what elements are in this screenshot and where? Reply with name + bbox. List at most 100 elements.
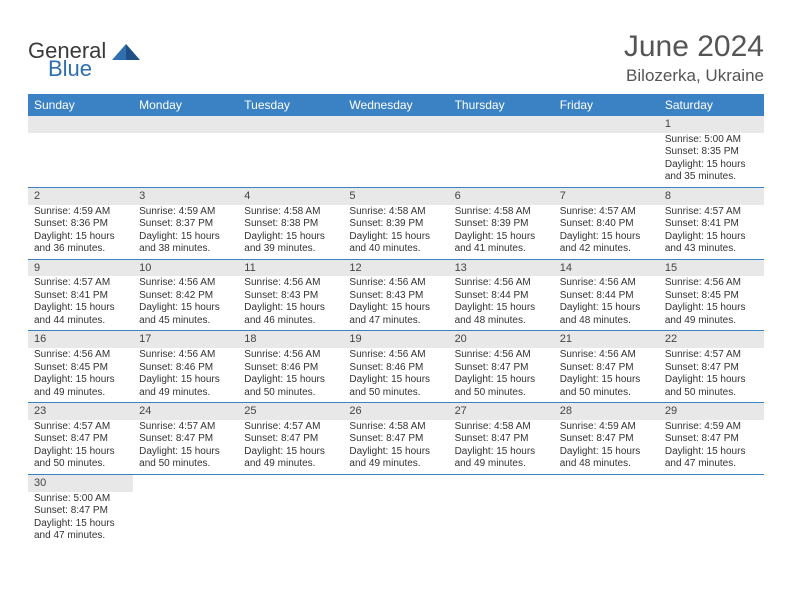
day-details: Sunrise: 4:56 AMSunset: 8:43 PMDaylight:… — [238, 276, 343, 331]
day-details — [133, 133, 238, 188]
day-number: 29 — [659, 403, 764, 420]
daylight-1: Daylight: 15 hours — [455, 302, 548, 315]
calendar-table: SundayMondayTuesdayWednesdayThursdayFrid… — [28, 94, 764, 546]
daylight-2: and 50 minutes. — [349, 387, 442, 400]
sunrise: Sunrise: 4:56 AM — [455, 349, 548, 362]
details-row: Sunrise: 4:57 AMSunset: 8:41 PMDaylight:… — [28, 276, 764, 331]
sunset: Sunset: 8:47 PM — [139, 433, 232, 446]
sunset: Sunset: 8:39 PM — [455, 218, 548, 231]
sunrise: Sunrise: 4:57 AM — [244, 421, 337, 434]
details-row: Sunrise: 4:57 AMSunset: 8:47 PMDaylight:… — [28, 420, 764, 475]
weekday-header: Sunday — [28, 94, 133, 116]
day-details: Sunrise: 4:56 AMSunset: 8:46 PMDaylight:… — [343, 348, 448, 403]
daylight-2: and 48 minutes. — [560, 315, 653, 328]
sunset: Sunset: 8:46 PM — [139, 362, 232, 375]
day-details: Sunrise: 4:56 AMSunset: 8:46 PMDaylight:… — [238, 348, 343, 403]
day-number: 30 — [28, 474, 133, 491]
daylight-1: Daylight: 15 hours — [244, 231, 337, 244]
location: Bilozerka, Ukraine — [624, 66, 764, 86]
day-number — [28, 116, 133, 133]
day-number — [554, 116, 659, 133]
weekday-header: Saturday — [659, 94, 764, 116]
day-details: Sunrise: 4:57 AMSunset: 8:47 PMDaylight:… — [28, 420, 133, 475]
sunrise: Sunrise: 4:57 AM — [665, 206, 758, 219]
daylight-2: and 50 minutes. — [34, 458, 127, 471]
daylight-2: and 35 minutes. — [665, 171, 758, 184]
sunset: Sunset: 8:39 PM — [349, 218, 442, 231]
day-details: Sunrise: 5:00 AMSunset: 8:47 PMDaylight:… — [28, 492, 133, 546]
daylight-2: and 42 minutes. — [560, 243, 653, 256]
daylight-1: Daylight: 15 hours — [665, 374, 758, 387]
daylight-2: and 40 minutes. — [349, 243, 442, 256]
day-details: Sunrise: 4:56 AMSunset: 8:44 PMDaylight:… — [554, 276, 659, 331]
day-details: Sunrise: 4:59 AMSunset: 8:47 PMDaylight:… — [659, 420, 764, 475]
daylight-1: Daylight: 15 hours — [665, 302, 758, 315]
sunrise: Sunrise: 4:58 AM — [349, 421, 442, 434]
day-number: 19 — [343, 331, 448, 348]
day-details: Sunrise: 4:57 AMSunset: 8:47 PMDaylight:… — [133, 420, 238, 475]
day-number — [238, 474, 343, 491]
daylight-2: and 41 minutes. — [455, 243, 548, 256]
day-details — [554, 492, 659, 546]
daylight-2: and 50 minutes. — [665, 387, 758, 400]
day-number: 11 — [238, 259, 343, 276]
details-row: Sunrise: 4:56 AMSunset: 8:45 PMDaylight:… — [28, 348, 764, 403]
sunset: Sunset: 8:38 PM — [244, 218, 337, 231]
daylight-2: and 48 minutes. — [455, 315, 548, 328]
sunset: Sunset: 8:35 PM — [665, 146, 758, 159]
day-number: 21 — [554, 331, 659, 348]
day-number: 1 — [659, 116, 764, 133]
sunrise: Sunrise: 4:56 AM — [665, 277, 758, 290]
daylight-1: Daylight: 15 hours — [34, 302, 127, 315]
day-details: Sunrise: 4:58 AMSunset: 8:47 PMDaylight:… — [343, 420, 448, 475]
sunset: Sunset: 8:47 PM — [560, 362, 653, 375]
daylight-2: and 50 minutes. — [455, 387, 548, 400]
sunrise: Sunrise: 4:58 AM — [244, 206, 337, 219]
daylight-1: Daylight: 15 hours — [560, 374, 653, 387]
day-details: Sunrise: 4:58 AMSunset: 8:39 PMDaylight:… — [343, 205, 448, 260]
day-number: 20 — [449, 331, 554, 348]
day-number: 3 — [133, 187, 238, 204]
day-details: Sunrise: 4:59 AMSunset: 8:36 PMDaylight:… — [28, 205, 133, 260]
day-number: 9 — [28, 259, 133, 276]
logo-blue-text-wrap: Blue — [48, 56, 92, 82]
day-details — [133, 492, 238, 546]
day-details: Sunrise: 4:56 AMSunset: 8:44 PMDaylight:… — [449, 276, 554, 331]
day-details: Sunrise: 4:57 AMSunset: 8:47 PMDaylight:… — [659, 348, 764, 403]
day-number: 17 — [133, 331, 238, 348]
daylight-2: and 50 minutes. — [244, 387, 337, 400]
sunrise: Sunrise: 4:56 AM — [455, 277, 548, 290]
weekday-header: Monday — [133, 94, 238, 116]
daylight-1: Daylight: 15 hours — [244, 446, 337, 459]
daynum-row: 2345678 — [28, 187, 764, 204]
sunset: Sunset: 8:47 PM — [455, 362, 548, 375]
daylight-1: Daylight: 15 hours — [349, 374, 442, 387]
day-details: Sunrise: 4:56 AMSunset: 8:43 PMDaylight:… — [343, 276, 448, 331]
daylight-2: and 49 minutes. — [34, 387, 127, 400]
day-number — [343, 116, 448, 133]
day-number: 2 — [28, 187, 133, 204]
sunrise: Sunrise: 4:57 AM — [665, 349, 758, 362]
day-details — [554, 133, 659, 188]
details-row: Sunrise: 5:00 AMSunset: 8:47 PMDaylight:… — [28, 492, 764, 546]
daylight-1: Daylight: 15 hours — [455, 231, 548, 244]
daylight-1: Daylight: 15 hours — [665, 446, 758, 459]
sunrise: Sunrise: 4:56 AM — [244, 349, 337, 362]
sunrise: Sunrise: 4:56 AM — [560, 277, 653, 290]
sunrise: Sunrise: 4:58 AM — [455, 421, 548, 434]
daylight-1: Daylight: 15 hours — [560, 446, 653, 459]
daynum-row: 30 — [28, 474, 764, 491]
day-number — [659, 474, 764, 491]
day-details — [238, 133, 343, 188]
daylight-2: and 47 minutes. — [349, 315, 442, 328]
daylight-1: Daylight: 15 hours — [34, 231, 127, 244]
sunset: Sunset: 8:40 PM — [560, 218, 653, 231]
daylight-2: and 50 minutes. — [139, 458, 232, 471]
daylight-1: Daylight: 15 hours — [139, 446, 232, 459]
day-details: Sunrise: 4:59 AMSunset: 8:37 PMDaylight:… — [133, 205, 238, 260]
daylight-2: and 50 minutes. — [560, 387, 653, 400]
page-title: June 2024 — [624, 30, 764, 64]
day-number: 5 — [343, 187, 448, 204]
daylight-2: and 36 minutes. — [34, 243, 127, 256]
sunrise: Sunrise: 4:59 AM — [139, 206, 232, 219]
